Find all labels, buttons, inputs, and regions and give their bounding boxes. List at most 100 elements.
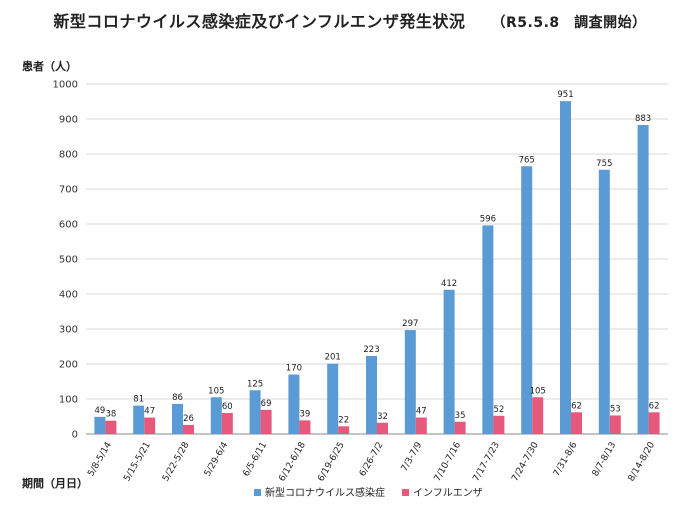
bar-covid (560, 101, 571, 435)
y-tick-label: 500 (59, 255, 78, 266)
data-label-covid: 951 (557, 90, 573, 100)
bar-covid (404, 330, 416, 434)
bars (94, 101, 660, 435)
data-label-covid: 49 (94, 406, 105, 416)
data-label-influenza: 47 (144, 407, 155, 417)
data-label-influenza: 60 (222, 402, 233, 412)
bar-influenza (532, 397, 544, 434)
bar-covid (443, 289, 455, 434)
x-tick-label: 8/14-8/20 (627, 440, 658, 483)
chart-title-main: 新型コロナウイルス感染症及びインフルエンザ発生状況 (53, 12, 466, 31)
bar-covid (94, 416, 106, 434)
bar-covid (521, 166, 533, 434)
data-label-covid: 170 (286, 364, 302, 374)
y-tick-label: 800 (59, 150, 78, 161)
bar-influenza (105, 420, 117, 434)
x-axis-label: 期間（月日） (22, 476, 88, 490)
bar-influenza (221, 413, 233, 434)
bar-covid (637, 124, 649, 434)
data-label-covid: 412 (441, 279, 457, 289)
bar-influenza (609, 415, 621, 434)
data-label-covid: 105 (208, 386, 224, 396)
bar-influenza (338, 426, 350, 434)
bar-covid (327, 363, 339, 434)
y-tick-label: 300 (59, 325, 78, 336)
data-label-influenza: 26 (183, 414, 194, 424)
legend-label: インフルエンザ (413, 487, 483, 499)
data-label-covid: 883 (635, 114, 651, 124)
x-tick-label: 7/10-7/16 (433, 440, 464, 483)
legend-label: 新型コロナウイルス感染症 (265, 486, 385, 499)
x-tick-label: 6/26-7/2 (358, 441, 386, 479)
data-label-covid: 201 (325, 353, 341, 363)
x-tick-label: 8/7-8/13 (591, 441, 619, 479)
y-tick-label: 700 (59, 185, 78, 196)
bar-covid (482, 225, 494, 434)
bar-covid (366, 355, 377, 434)
bar-covid (172, 403, 183, 434)
y-tick-label: 400 (59, 290, 78, 301)
bar-influenza (493, 415, 505, 434)
data-label-influenza: 22 (338, 415, 349, 425)
data-label-influenza: 62 (649, 401, 660, 411)
data-label-influenza: 62 (571, 401, 582, 411)
legend-swatch (254, 489, 261, 496)
data-label-influenza: 52 (493, 405, 504, 415)
bar-covid (288, 374, 300, 434)
data-label-influenza: 47 (416, 407, 427, 417)
data-label-covid: 223 (363, 345, 379, 355)
legend: 新型コロナウイルス感染症 インフルエンザ (254, 486, 483, 499)
legend-swatch (402, 489, 409, 496)
y-tick-label: 900 (59, 115, 78, 126)
y-tick-label: 200 (59, 360, 78, 371)
y-tick-label: 100 (59, 395, 78, 406)
bar-influenza (144, 417, 156, 434)
data-label-covid: 765 (519, 155, 535, 165)
x-tick-label: 5/8-5/14 (86, 440, 114, 478)
y-tick-label: 1000 (53, 80, 78, 91)
x-tick-label: 7/17-7/23 (472, 441, 502, 484)
bar-influenza (648, 412, 660, 434)
bar-covid (249, 390, 261, 434)
bar-covid (133, 405, 145, 434)
bar-influenza (571, 412, 582, 434)
bar-influenza (260, 409, 272, 434)
x-tick-label: 7/31-8/6 (552, 440, 580, 478)
bar-covid (598, 169, 610, 434)
chart-subtitle: （R5.5.8 調査開始） (491, 15, 647, 31)
x-tick-label: 7/3-7/9 (400, 440, 425, 473)
bar-influenza (377, 422, 388, 434)
data-label-influenza: 38 (105, 410, 116, 420)
bar-influenza (415, 417, 427, 434)
chart-title: 新型コロナウイルス感染症及びインフルエンザ発生状況 （R5.5.8 調査開始） (0, 8, 700, 32)
bar-influenza (299, 420, 311, 434)
y-tick-label: 600 (59, 220, 78, 231)
data-labels: 49 38814786261056012569170392012222332297… (94, 90, 659, 425)
x-tick-label: 6/19-6/25 (316, 441, 346, 484)
x-tick-labels: 5/8-5/14 5/15-5/21 5/22-5/28 5/29-6/4 6/5-6/… (86, 440, 657, 483)
x-tick-label: 7/24-7/30 (510, 440, 541, 483)
data-label-covid: 596 (480, 214, 496, 224)
data-label-influenza: 39 (299, 409, 310, 419)
bar-influenza (183, 424, 194, 434)
data-label-influenza: 53 (610, 404, 621, 414)
x-tick-label: 6/12-6/18 (278, 440, 309, 483)
data-label-influenza: 35 (455, 411, 466, 421)
data-label-influenza: 69 (261, 399, 272, 409)
data-label-covid: 125 (247, 379, 263, 389)
y-axis-label: 患者（人） (22, 59, 77, 73)
x-tick-label: 6/5-6/11 (242, 441, 270, 479)
x-tick-label: 5/22-5/28 (161, 440, 192, 483)
bar-influenza (454, 421, 466, 434)
data-label-covid: 86 (172, 393, 183, 403)
data-label-influenza: 105 (530, 386, 546, 396)
data-label-influenza: 32 (377, 412, 388, 422)
data-label-covid: 297 (402, 319, 418, 329)
data-label-covid: 81 (133, 395, 144, 405)
data-label-covid: 755 (596, 159, 612, 169)
y-tick-label: 0 (72, 430, 78, 441)
bar-covid (210, 397, 222, 434)
y-tick-labels: 0 100 200 300 400 500 600 700 800 900 1000 (53, 80, 78, 441)
x-tick-label: 5/29-6/4 (203, 440, 231, 478)
